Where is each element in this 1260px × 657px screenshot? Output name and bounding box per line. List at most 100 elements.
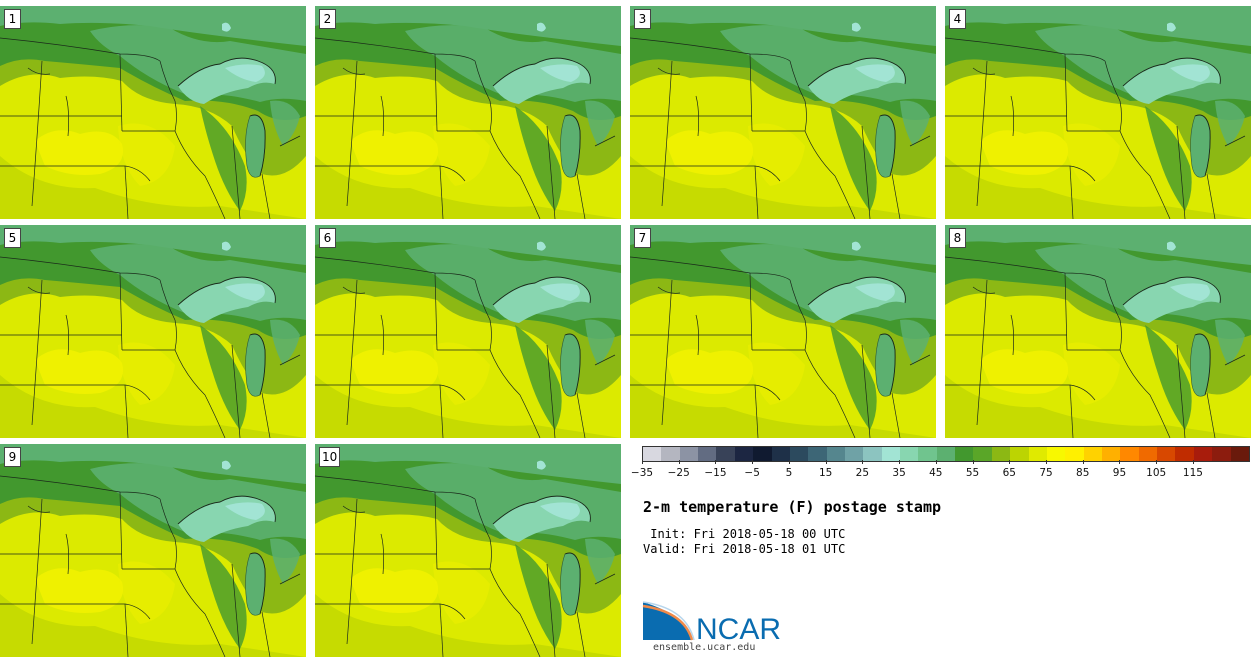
- colorbar-tick-label: 55: [965, 467, 980, 479]
- figure-title: 2-m temperature (F) postage stamp: [643, 498, 942, 516]
- colorbar-swatch: [1028, 447, 1047, 461]
- temperature-map: [945, 225, 1251, 438]
- colorbar-tick-label: −25: [667, 467, 690, 479]
- colorbar-swatch: [789, 447, 809, 461]
- member-label: 2: [319, 9, 336, 29]
- colorbar-swatch: [698, 447, 717, 461]
- member-label: 3: [634, 9, 651, 29]
- colorbar-swatch: [753, 447, 772, 461]
- colorbar-swatch: [991, 447, 1011, 461]
- member-label: 9: [4, 447, 21, 467]
- colorbar-swatch: [1193, 447, 1213, 461]
- colorbar-tick-labels: −35 −25 −15 −5 5 15 25 35 45 55 65 75 85 95 105 115: [631, 460, 1248, 484]
- colorbar-swatch: [826, 447, 845, 461]
- colorbar-tick-label: −5: [744, 467, 760, 479]
- member-label: 7: [634, 228, 651, 248]
- colorbar-swatch: [1175, 447, 1194, 461]
- ensemble-member-map: 1: [0, 6, 306, 219]
- colorbar-tick-label: 25: [855, 467, 870, 479]
- colorbar-swatch: [1101, 447, 1121, 461]
- colorbar-tick-label: −15: [704, 467, 727, 479]
- colorbar-swatch: [771, 447, 790, 461]
- colorbar-tick: [825, 460, 827, 464]
- temperature-map: [630, 225, 936, 438]
- colorbar-tick-label: 15: [818, 467, 833, 479]
- colorbar-swatch: [661, 447, 680, 461]
- member-label: 5: [4, 228, 21, 248]
- colorbar-swatch: [1010, 447, 1029, 461]
- colorbar-tick: [1192, 460, 1194, 464]
- colorbar-swatch: [900, 447, 919, 461]
- colorbar-swatch: [808, 447, 827, 461]
- temperature-map: [315, 6, 621, 219]
- ncar-logo: NCAR: [642, 601, 781, 644]
- member-label: 10: [319, 447, 341, 467]
- ensemble-member-map: 10: [315, 444, 621, 657]
- temperature-map: [0, 6, 306, 219]
- temperature-map: [315, 225, 621, 438]
- temperature-colorbar: [642, 446, 1250, 462]
- colorbar-swatch: [1065, 447, 1084, 461]
- ensemble-member-map: 4: [945, 6, 1251, 219]
- ensemble-member-map: 8: [945, 225, 1251, 438]
- colorbar-tick-label: 115: [1182, 467, 1203, 479]
- ncar-wordmark: NCAR: [696, 613, 781, 644]
- temperature-map: [945, 6, 1251, 219]
- colorbar-swatch: [716, 447, 735, 461]
- temperature-map: [315, 444, 621, 657]
- ensemble-url: ensemble.ucar.edu: [653, 642, 756, 653]
- colorbar-tick: [678, 460, 680, 464]
- colorbar-swatch: [881, 447, 901, 461]
- colorbar-swatch: [1157, 447, 1176, 461]
- temperature-map: [0, 225, 306, 438]
- ensemble-member-map: 7: [630, 225, 936, 438]
- colorbar-tick-label: 85: [1076, 467, 1090, 479]
- colorbar-tick-label: 35: [892, 467, 906, 479]
- member-label: 1: [4, 9, 21, 29]
- colorbar-swatch: [1046, 447, 1066, 461]
- colorbar-tick: [788, 460, 790, 464]
- member-label: 6: [319, 228, 336, 248]
- colorbar-tick: [899, 460, 901, 464]
- colorbar-swatch: [1230, 447, 1249, 461]
- colorbar-tick: [1156, 460, 1158, 464]
- colorbar-tick-label: 95: [1112, 467, 1127, 479]
- colorbar-swatch: [955, 447, 974, 461]
- colorbar-tick: [1082, 460, 1084, 464]
- ensemble-member-map: 3: [630, 6, 936, 219]
- colorbar-tick: [935, 460, 937, 464]
- colorbar-swatch: [643, 447, 662, 461]
- colorbar-swatch: [1120, 447, 1139, 461]
- colorbar-tick: [1119, 460, 1121, 464]
- colorbar-tick-label: 65: [1002, 467, 1016, 479]
- ensemble-member-map: 6: [315, 225, 621, 438]
- colorbar-tick-label: 105: [1146, 467, 1167, 479]
- colorbar-tick: [642, 460, 643, 464]
- colorbar-tick: [715, 460, 717, 464]
- colorbar-swatch: [734, 447, 754, 461]
- member-label: 8: [949, 228, 966, 248]
- member-label: 4: [949, 9, 966, 29]
- colorbar-tick: [972, 460, 974, 464]
- colorbar-tick-label: 5: [785, 467, 793, 479]
- colorbar-swatch: [679, 447, 699, 461]
- colorbar-swatch: [918, 447, 937, 461]
- ensemble-member-map: 5: [0, 225, 306, 438]
- colorbar-tick: [1046, 460, 1047, 464]
- ensemble-member-map: 9: [0, 444, 306, 657]
- colorbar-swatch: [973, 447, 992, 461]
- colorbar-swatch: [844, 447, 864, 461]
- colorbar-swatch: [1212, 447, 1231, 461]
- colorbar-tick: [862, 460, 864, 464]
- temperature-map: [630, 6, 936, 219]
- init-time: Init: Fri 2018-05-18 00 UTC: [643, 527, 846, 541]
- colorbar-tick-label: 75: [1039, 467, 1053, 479]
- colorbar-swatch: [1083, 447, 1102, 461]
- colorbar-tick: [1009, 460, 1011, 464]
- temperature-map: [0, 444, 306, 657]
- colorbar-tick: [752, 460, 754, 464]
- colorbar-swatch: [936, 447, 956, 461]
- colorbar-tick-label: 45: [929, 467, 943, 479]
- colorbar-swatch: [863, 447, 882, 461]
- colorbar-swatch: [1138, 447, 1158, 461]
